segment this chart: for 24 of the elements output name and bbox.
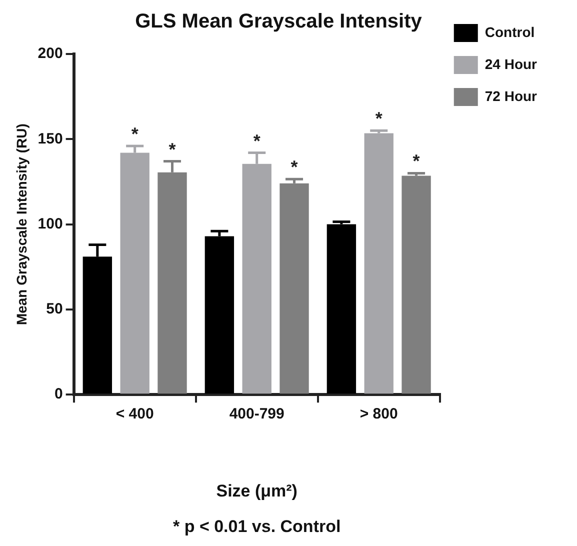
legend-label: 24 Hour: [484, 56, 538, 72]
y-tick-label: 100: [38, 215, 63, 232]
y-axis-title: Mean Grayscale Intensity (RU): [13, 124, 30, 326]
data-label: *: [253, 130, 260, 151]
y-tick-label: 200: [38, 45, 63, 62]
bar: [402, 176, 431, 394]
data-label: *: [375, 108, 382, 129]
x-tick-label: > 800: [360, 406, 398, 423]
y-tick-label: 50: [46, 300, 63, 318]
text: * p < 0.01 vs. Control: [173, 517, 341, 536]
data-label: *: [290, 157, 298, 178]
data-label: *: [412, 151, 420, 172]
x-tick-label: 400-799: [229, 406, 284, 423]
bar: [364, 133, 394, 394]
bar: [326, 224, 356, 394]
legend-label: Control: [484, 24, 535, 40]
x-axis-title: Size (μm²): [216, 481, 298, 500]
data-label: *: [131, 124, 138, 144]
x-tick-label: < 400: [116, 406, 154, 423]
y-tick-label: 0: [54, 386, 63, 403]
data-label: *: [168, 139, 176, 160]
chart-title: GLS Mean Grayscale Intensity: [135, 10, 423, 33]
y-tick-label: 150: [38, 130, 63, 148]
legend-label: 72 Hour: [484, 88, 538, 104]
